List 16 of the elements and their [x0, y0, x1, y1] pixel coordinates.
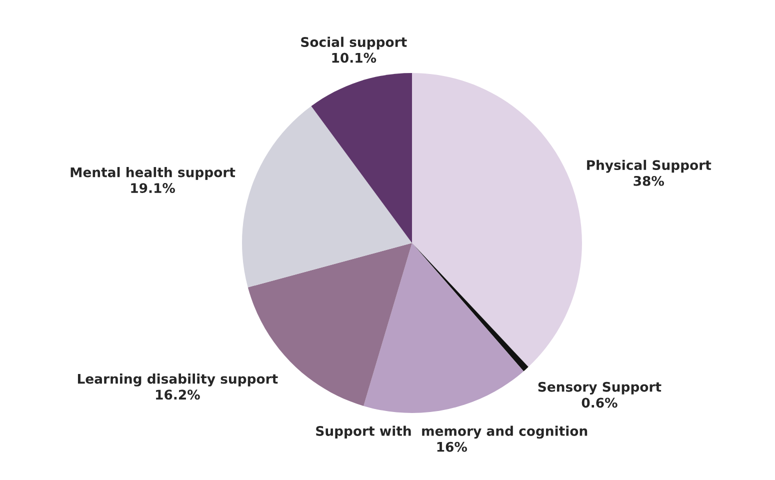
pie-slice	[412, 73, 582, 367]
data-label: 0.6%	[582, 398, 618, 408]
slice-label: Sensory Support	[538, 382, 662, 394]
slice-label: Social support	[301, 36, 407, 50]
slice-label: Physical Support	[587, 160, 712, 173]
data-label: 16%	[437, 442, 468, 452]
slice-label: Support with memory and cognition	[316, 426, 588, 439]
slice-label: Learning disability support	[78, 374, 278, 386]
pie-slice	[311, 73, 412, 243]
pie-slice	[242, 106, 412, 288]
slice-label: Mental health support	[70, 167, 236, 180]
data-label: 16.2%	[156, 390, 200, 400]
data-label: 38%	[634, 176, 664, 186]
data-label: 19.1%	[131, 183, 175, 194]
pie-slice	[364, 243, 524, 413]
data-label: 10.1%	[332, 52, 376, 63]
